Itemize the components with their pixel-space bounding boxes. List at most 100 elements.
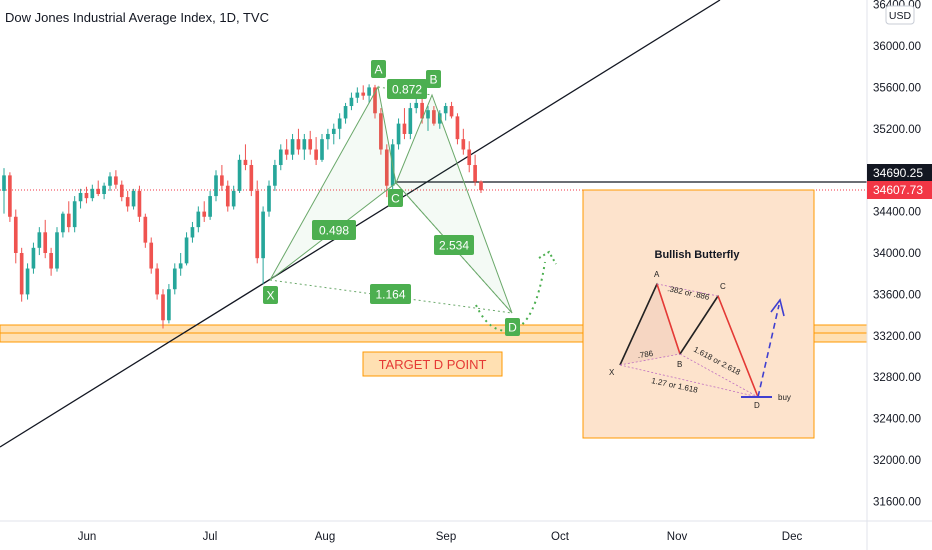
candle-down (220, 175, 224, 186)
svg-text:C: C (391, 192, 400, 206)
candle-down (467, 149, 472, 166)
candle-down (479, 181, 483, 191)
candle-up (343, 106, 348, 119)
candle-up (184, 237, 189, 264)
candle-up (190, 227, 195, 238)
candle-up (302, 139, 307, 150)
candle-down (119, 184, 124, 198)
candle-down (225, 185, 230, 207)
candle-down (420, 102, 424, 119)
candle-up (290, 139, 295, 155)
candle-down (379, 113, 383, 150)
candle-down (43, 232, 48, 253)
candle-up (131, 190, 136, 207)
candle-down (161, 294, 165, 321)
candle-down (84, 192, 89, 199)
candle-down (125, 197, 130, 207)
candle-down (243, 159, 248, 166)
candle-up (331, 128, 336, 134)
pattern-xd-line (269, 279, 513, 314)
y-tick-label: 31600.00 (873, 496, 921, 508)
candle-down (143, 216, 148, 243)
ratio-label-0498: 0.498 (312, 220, 356, 240)
candle-down (308, 139, 313, 150)
candle-up (337, 118, 342, 129)
svg-text:.786: .786 (637, 349, 654, 360)
svg-text:0.872: 0.872 (392, 83, 422, 97)
y-tick-label: 32400.00 (873, 414, 921, 426)
pattern-bcd-triangle (395, 93, 513, 314)
candle-up (178, 263, 183, 269)
svg-text:B: B (429, 73, 437, 87)
candle-down (455, 116, 460, 140)
candle-up (208, 196, 212, 217)
candle-down (384, 149, 389, 186)
candle-up (267, 185, 271, 212)
candle-down (96, 188, 101, 195)
x-tick-label: Nov (667, 531, 688, 543)
svg-text:D: D (754, 401, 760, 410)
candle-up (72, 201, 77, 228)
candle-up (2, 175, 6, 191)
y-tick-label: 32800.00 (873, 372, 921, 384)
candle-up (273, 165, 277, 186)
candle-down (296, 139, 301, 150)
candle-up (61, 213, 65, 233)
candle-down (473, 165, 477, 182)
projection-path (475, 261, 546, 332)
point-label-a: A (371, 60, 386, 78)
candle-down (202, 211, 207, 217)
y-tick-label: 35200.00 (873, 124, 921, 136)
svg-text:1.164: 1.164 (375, 288, 405, 302)
ratio-label-2534: 2.534 (434, 235, 474, 255)
svg-text:X: X (266, 289, 274, 303)
candle-down (8, 175, 12, 217)
svg-text:34690.25: 34690.25 (873, 166, 923, 180)
svg-text:2.534: 2.534 (439, 239, 469, 253)
pattern-bd-line (395, 182, 513, 314)
candle-up (237, 159, 242, 191)
candle-down (155, 268, 159, 295)
candle-down (402, 123, 407, 134)
candle-down (149, 242, 154, 269)
candle-up (414, 102, 419, 109)
candle-up (437, 113, 442, 124)
candle-up (31, 247, 36, 269)
candle-down (449, 106, 454, 117)
currency-badge: USD (885, 5, 915, 25)
projection-arrowhead (538, 250, 557, 265)
y-axis-ticks: 36400.0036000.0035600.0035200.0034800.00… (873, 0, 921, 508)
candle-down (255, 190, 260, 259)
svg-text:C: C (720, 282, 726, 291)
candle-up (408, 108, 413, 134)
candle-up (196, 211, 201, 228)
trendline (0, 0, 721, 448)
candle-down (19, 253, 24, 295)
candle-up (78, 192, 83, 202)
candle-down (314, 149, 318, 160)
candle-up (320, 139, 324, 160)
candle-down (49, 253, 53, 269)
inset-bullish-butterfly: Bullish Butterfly X A B C D .382 or .886… (582, 189, 815, 439)
x-tick-label: Aug (315, 531, 335, 543)
candle-up (426, 110, 430, 119)
y-tick-label: 34400.00 (873, 207, 921, 219)
candle-up (102, 185, 106, 195)
svg-text:B: B (677, 360, 682, 369)
svg-text:34607.73: 34607.73 (873, 183, 923, 197)
x-tick-label: Jun (78, 531, 97, 543)
chart-title: Dow Jones Industrial Average Index, 1D, … (5, 10, 269, 25)
price-tag-red: 34607.73 (867, 181, 932, 199)
candle-up (367, 87, 371, 96)
y-tick-label: 35600.00 (873, 82, 921, 94)
target-d-point-label: TARGET D POINT (362, 351, 503, 377)
candle-up (326, 133, 330, 140)
candle-down (66, 213, 71, 228)
svg-text:Bullish Butterfly: Bullish Butterfly (655, 249, 741, 261)
candle-down (249, 165, 254, 191)
x-tick-label: Jul (203, 531, 218, 543)
pattern-xab-triangle (269, 85, 397, 281)
candle-up (90, 188, 95, 199)
point-label-x: X (263, 286, 278, 304)
candle-down (461, 139, 466, 150)
